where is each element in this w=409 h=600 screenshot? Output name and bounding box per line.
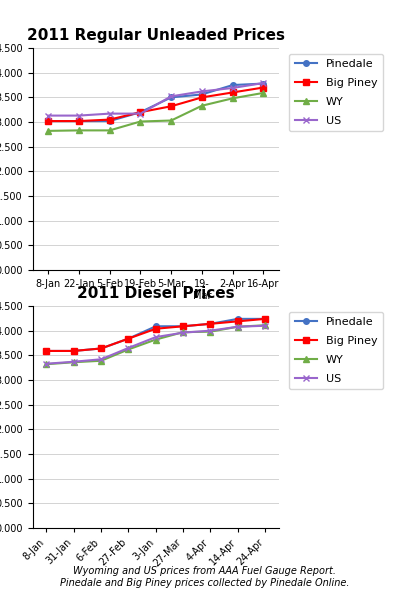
- Pinedale: [44, 347, 49, 355]
- WY: [153, 336, 158, 343]
- WY: [199, 102, 204, 109]
- Big Piney: [99, 345, 103, 352]
- Pinedale: [230, 82, 235, 89]
- Title: 2011 Regular Unleaded Prices: 2011 Regular Unleaded Prices: [27, 28, 284, 43]
- Legend: Pinedale, Big Piney, WY, US: Pinedale, Big Piney, WY, US: [289, 311, 382, 389]
- Text: Wyoming and US prices from AAA Fuel Gauge Report.
Pinedale and Big Piney prices : Wyoming and US prices from AAA Fuel Gaug…: [60, 566, 349, 588]
- WY: [46, 127, 51, 134]
- WY: [260, 89, 265, 97]
- Big Piney: [153, 325, 158, 332]
- Pinedale: [235, 315, 240, 322]
- US: [235, 323, 240, 331]
- Line: US: US: [44, 323, 267, 367]
- Big Piney: [207, 320, 212, 328]
- US: [199, 88, 204, 95]
- WY: [262, 322, 267, 329]
- WY: [107, 127, 112, 134]
- Big Piney: [235, 318, 240, 325]
- Pinedale: [126, 335, 130, 342]
- WY: [137, 118, 142, 125]
- Big Piney: [180, 323, 185, 330]
- US: [107, 110, 112, 117]
- WY: [169, 117, 173, 124]
- Line: WY: WY: [44, 322, 267, 367]
- Big Piney: [46, 118, 51, 125]
- Pinedale: [99, 345, 103, 352]
- US: [260, 79, 265, 86]
- Pinedale: [180, 323, 185, 330]
- Pinedale: [76, 118, 81, 125]
- Pinedale: [207, 320, 212, 328]
- US: [126, 344, 130, 352]
- Pinedale: [199, 91, 204, 98]
- Big Piney: [44, 347, 49, 355]
- WY: [99, 357, 103, 364]
- US: [76, 112, 81, 119]
- US: [71, 358, 76, 365]
- WY: [71, 359, 76, 366]
- Line: Big Piney: Big Piney: [44, 316, 267, 354]
- US: [230, 85, 235, 92]
- Line: WY: WY: [45, 90, 265, 134]
- Big Piney: [262, 315, 267, 322]
- Pinedale: [71, 347, 76, 355]
- US: [153, 334, 158, 341]
- Pinedale: [262, 315, 267, 322]
- Line: Pinedale: Pinedale: [45, 81, 265, 124]
- WY: [235, 323, 240, 331]
- US: [180, 329, 185, 336]
- US: [169, 93, 173, 100]
- US: [46, 112, 51, 119]
- Pinedale: [107, 118, 112, 125]
- US: [44, 360, 49, 367]
- Big Piney: [71, 347, 76, 355]
- Pinedale: [260, 80, 265, 87]
- US: [99, 356, 103, 363]
- Legend: Pinedale, Big Piney, WY, US: Pinedale, Big Piney, WY, US: [289, 53, 382, 131]
- Big Piney: [126, 335, 130, 342]
- Pinedale: [137, 109, 142, 116]
- Pinedale: [46, 118, 51, 125]
- Pinedale: [153, 323, 158, 330]
- Title: 2011 Diesel Prices: 2011 Diesel Prices: [77, 286, 234, 301]
- Big Piney: [76, 118, 81, 125]
- Big Piney: [169, 103, 173, 110]
- Pinedale: [169, 94, 173, 101]
- US: [137, 110, 142, 117]
- WY: [126, 346, 130, 353]
- WY: [44, 361, 49, 368]
- WY: [180, 329, 185, 336]
- Big Piney: [260, 84, 265, 91]
- Line: Big Piney: Big Piney: [45, 85, 265, 124]
- Big Piney: [199, 94, 204, 101]
- WY: [76, 127, 81, 134]
- WY: [207, 328, 212, 335]
- Big Piney: [230, 89, 235, 96]
- Line: Pinedale: Pinedale: [44, 316, 267, 354]
- US: [207, 327, 212, 334]
- Big Piney: [107, 116, 112, 123]
- US: [262, 322, 267, 329]
- Line: US: US: [45, 80, 265, 118]
- Big Piney: [137, 109, 142, 116]
- WY: [230, 95, 235, 102]
